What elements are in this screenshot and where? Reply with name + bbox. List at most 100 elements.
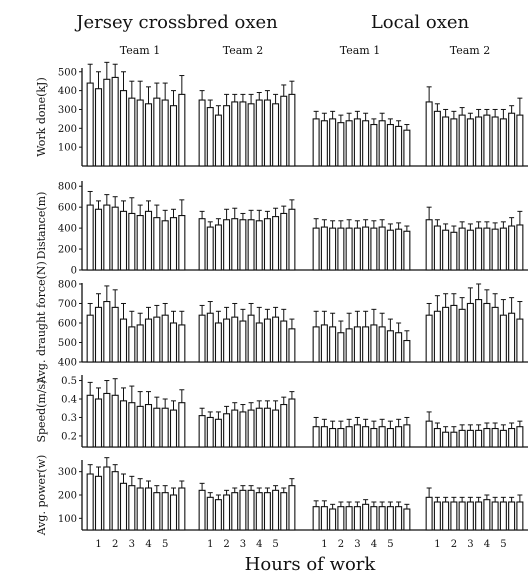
bar	[179, 488, 185, 530]
bar	[162, 221, 168, 270]
bar	[207, 313, 213, 362]
hour-tick-label: 4	[484, 539, 490, 550]
bar	[517, 225, 523, 270]
bar	[289, 399, 295, 447]
bar	[179, 325, 185, 362]
bar	[443, 307, 449, 362]
bar	[104, 205, 110, 270]
bar	[87, 315, 93, 362]
bar	[240, 102, 246, 166]
team-title-jersey-2: Team 2	[223, 44, 263, 57]
bar	[330, 228, 336, 270]
bar	[162, 408, 168, 447]
y-axis-label: Distance(m)	[35, 192, 48, 260]
hour-tick-label: 5	[162, 539, 168, 550]
bar	[338, 507, 344, 530]
panel-2: 0 200 400 600 800 Distance(m)	[35, 181, 528, 277]
bar	[87, 83, 93, 166]
bar	[313, 427, 319, 447]
panels: 100 200 300 400 500 Work done(kJ) 0 200 400 600 80…	[35, 62, 528, 536]
bar	[443, 502, 449, 530]
bar	[137, 406, 143, 447]
bar	[171, 218, 177, 270]
bar	[232, 410, 238, 447]
bar	[121, 401, 127, 447]
bar	[492, 229, 498, 270]
hour-tick-label: 3	[354, 539, 360, 550]
bar	[104, 393, 110, 447]
bar	[379, 507, 385, 530]
team-title-jersey-1: Team 1	[120, 44, 160, 57]
bar	[313, 507, 319, 530]
bar	[96, 307, 102, 362]
bar	[492, 117, 498, 166]
bar	[500, 315, 506, 362]
bar	[443, 117, 449, 166]
bar	[264, 493, 270, 530]
hour-tick-label: 3	[240, 539, 246, 550]
bar	[146, 488, 152, 530]
bar	[476, 300, 482, 362]
bar	[321, 325, 327, 362]
hour-tick-label: 1	[321, 539, 327, 550]
bar	[354, 228, 360, 270]
bar	[215, 500, 221, 530]
bar	[207, 417, 213, 447]
bar	[467, 502, 473, 530]
bar	[199, 219, 205, 270]
bar	[248, 315, 254, 362]
hour-tick-label: 2	[451, 539, 457, 550]
bar	[426, 421, 432, 447]
hour-tick-label: 3	[467, 539, 473, 550]
bar	[207, 108, 213, 166]
bar	[443, 432, 449, 447]
bar	[240, 412, 246, 447]
bar	[404, 231, 410, 270]
bar	[248, 410, 254, 447]
bar	[371, 228, 377, 270]
bar	[379, 121, 385, 166]
bar	[363, 227, 369, 270]
bar	[371, 429, 377, 447]
bar	[484, 429, 490, 447]
bar	[354, 327, 360, 362]
bar	[451, 305, 457, 362]
bar	[96, 209, 102, 270]
bar	[492, 307, 498, 362]
bar	[451, 232, 457, 270]
bar	[379, 427, 385, 447]
bar	[467, 430, 473, 447]
y-tick-label: 400	[58, 86, 77, 97]
hour-tick-label: 2	[338, 539, 344, 550]
bar	[137, 216, 143, 270]
bar	[224, 319, 230, 362]
bar	[363, 121, 369, 166]
bar	[171, 323, 177, 362]
bar	[171, 495, 177, 530]
bar	[346, 507, 352, 530]
group-title-local: Local oxen	[371, 12, 470, 33]
bar	[346, 228, 352, 270]
bar	[171, 410, 177, 447]
hour-tick-label: 1	[434, 539, 440, 550]
hour-tick-label: 5	[500, 539, 506, 550]
bar	[371, 325, 377, 362]
bar	[281, 96, 287, 166]
bar	[129, 98, 135, 166]
bar	[289, 209, 295, 270]
bar	[224, 220, 230, 270]
bar	[224, 495, 230, 530]
bar	[509, 502, 515, 530]
bar	[232, 219, 238, 270]
bar	[281, 493, 287, 530]
panel-5: 100 200 300 Avg. power(w)	[35, 455, 528, 537]
bar	[199, 490, 205, 530]
bar	[330, 509, 336, 530]
bar	[346, 121, 352, 166]
bar	[154, 317, 160, 362]
bar	[104, 79, 110, 166]
bar	[289, 94, 295, 166]
bar	[459, 228, 465, 270]
